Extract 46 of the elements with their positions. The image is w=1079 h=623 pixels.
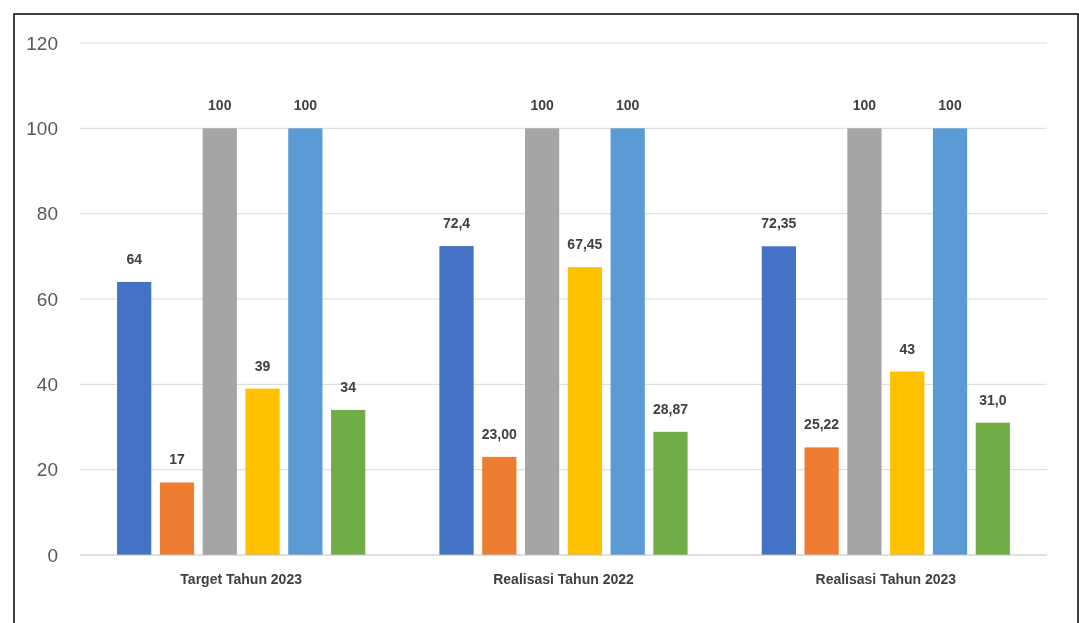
data-label: 25,22 bbox=[804, 416, 840, 433]
data-label: 72,35 bbox=[761, 215, 797, 232]
y-tick-label: 60 bbox=[36, 288, 58, 310]
bar bbox=[482, 456, 517, 555]
bar bbox=[202, 128, 237, 555]
data-label: 43 bbox=[899, 340, 916, 357]
bar bbox=[761, 246, 796, 555]
bar bbox=[159, 482, 195, 555]
x-tick-label: Realisasi Tahun 2023 bbox=[815, 571, 957, 587]
bar bbox=[567, 267, 603, 555]
bar bbox=[288, 128, 323, 555]
data-label: 72,4 bbox=[442, 215, 471, 232]
bar bbox=[524, 128, 560, 555]
data-label: 31,0 bbox=[979, 391, 1007, 408]
y-tick-label: 40 bbox=[36, 373, 58, 395]
data-label: 100 bbox=[208, 97, 232, 114]
x-tick-label: Realisasi Tahun 2022 bbox=[493, 571, 634, 587]
data-label: 100 bbox=[938, 97, 962, 114]
y-tick-label: 100 bbox=[26, 117, 58, 139]
data-label: 67,45 bbox=[567, 236, 603, 253]
bar bbox=[331, 409, 366, 555]
data-label: 17 bbox=[169, 451, 185, 468]
bar bbox=[975, 422, 1010, 555]
bar bbox=[439, 246, 474, 555]
y-tick-label: 20 bbox=[36, 459, 58, 481]
bar bbox=[804, 447, 839, 555]
bar bbox=[610, 128, 645, 555]
bar bbox=[890, 371, 925, 555]
bar bbox=[847, 128, 882, 555]
data-label: 100 bbox=[616, 97, 640, 114]
y-tick-label: 0 bbox=[47, 544, 58, 566]
x-tick-label: Target Tahun 2023 bbox=[180, 571, 303, 587]
bar bbox=[653, 431, 688, 555]
data-label: 34 bbox=[340, 378, 357, 395]
data-label: 23,00 bbox=[481, 425, 518, 442]
y-tick-label: 120 bbox=[26, 32, 58, 54]
data-label: 100 bbox=[852, 97, 877, 114]
data-label: 64 bbox=[126, 250, 143, 267]
bar bbox=[932, 128, 968, 555]
data-label: 28,87 bbox=[652, 400, 689, 417]
data-label: 100 bbox=[293, 97, 318, 114]
y-tick-label: 80 bbox=[36, 203, 58, 225]
bar bbox=[245, 388, 280, 555]
bar bbox=[117, 281, 152, 555]
data-label: 100 bbox=[530, 97, 554, 114]
data-label: 39 bbox=[254, 357, 271, 374]
